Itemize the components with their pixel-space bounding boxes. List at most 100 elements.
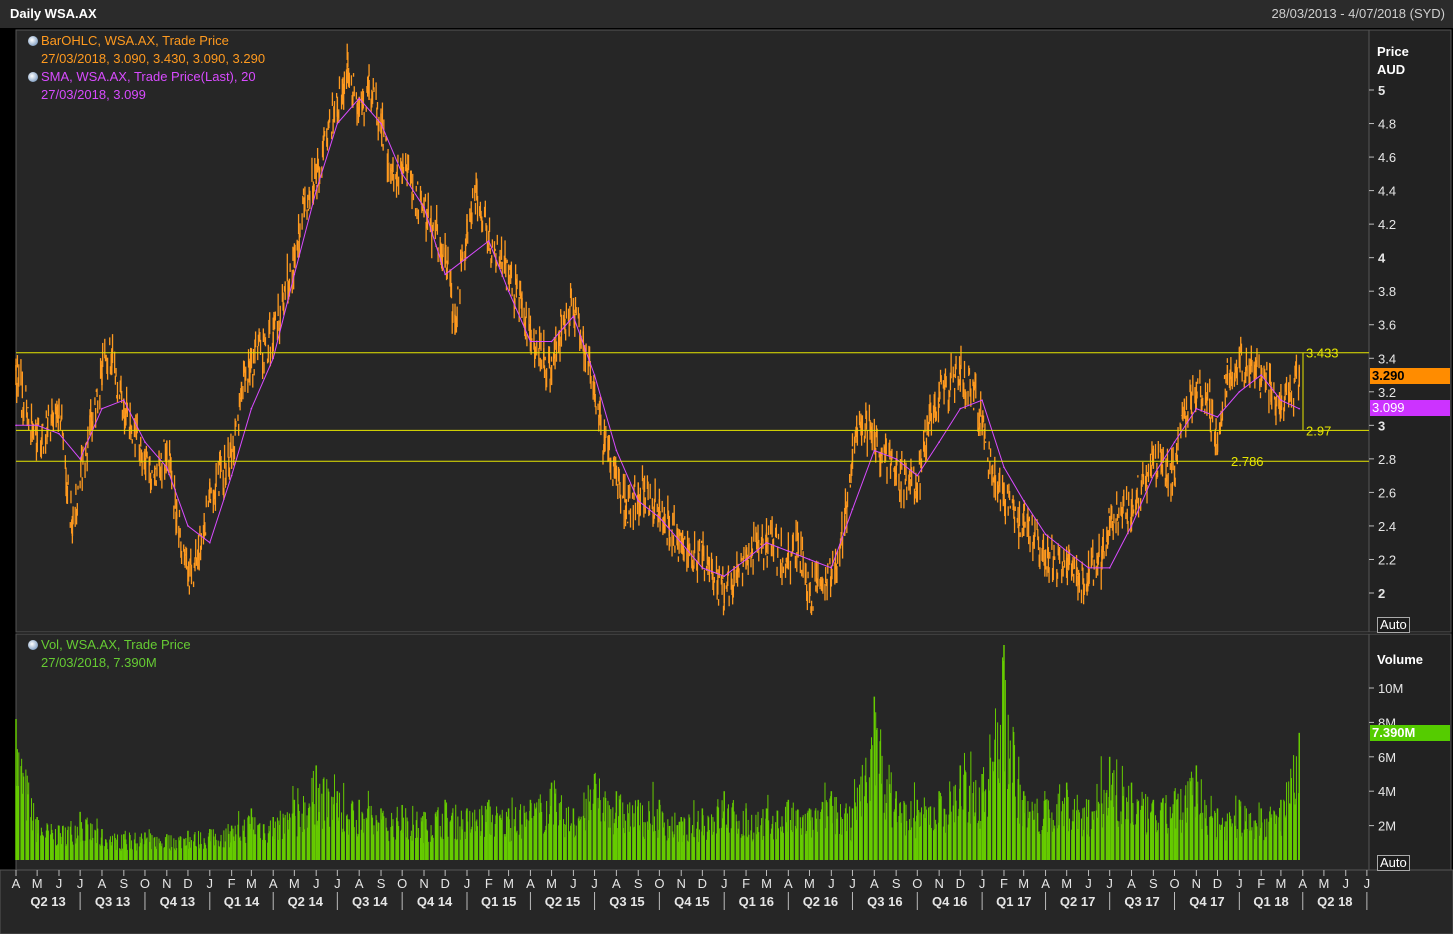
title-bar: Daily WSA.AX 28/03/2013 - 4/07/2018 (SYD… (0, 0, 1453, 29)
price-tick-label: 4.4 (1378, 184, 1396, 199)
sma-point (79, 458, 81, 460)
month-tick-label: J (334, 876, 341, 891)
sma-point (1260, 374, 1262, 376)
price-tick-label: 3.4 (1378, 351, 1396, 366)
month-tick-label: J (828, 876, 835, 891)
sma-point (1280, 399, 1282, 401)
sma-point (723, 575, 726, 578)
sma-point (916, 474, 919, 477)
quarter-tick-label: Q4 17 (1189, 894, 1224, 909)
month-tick-label: N (419, 876, 428, 891)
volume-bars (15, 645, 1300, 860)
month-tick-label: N (677, 876, 686, 891)
month-tick-label: F (485, 876, 493, 891)
month-tick-label: M (804, 876, 815, 891)
price-tick-label: 3.8 (1378, 284, 1396, 299)
volume-axis-title: Volume (1377, 652, 1423, 667)
sma-point (745, 558, 747, 561)
month-tick-label: M (246, 876, 257, 891)
sma-point (615, 449, 618, 452)
month-tick-label: D (956, 876, 965, 891)
sma-point (1065, 550, 1068, 552)
month-tick-label: J (1364, 876, 1371, 891)
quarter-tick-label: Q3 16 (867, 894, 902, 909)
ohlc-legend[interactable]: BarOHLC, WSA.AX, Trade Price 27/03/2018,… (28, 32, 265, 68)
quarter-tick-label: Q1 16 (739, 894, 774, 909)
sma-point (166, 466, 168, 469)
month-tick-label: F (742, 876, 750, 891)
price-axis-title-line2: AUD (1377, 62, 1406, 77)
month-tick-label: O (654, 876, 664, 891)
quarter-tick-label: Q4 16 (932, 894, 967, 909)
month-tick-label: A (870, 876, 879, 891)
legend-toggle-icon[interactable] (28, 640, 38, 650)
sma-point (101, 407, 103, 410)
month-tick-label: F (1000, 876, 1008, 891)
sma-point (572, 315, 575, 318)
quarter-tick-label: Q3 15 (609, 894, 644, 909)
date-range[interactable]: 28/03/2013 - 4/07/2018 (SYD) (1271, 6, 1445, 21)
month-tick-label: A (612, 876, 621, 891)
price-tick-label: 3.6 (1378, 318, 1396, 333)
month-tick-label: A (98, 876, 107, 891)
month-tick-label: A (1298, 876, 1307, 891)
sma-point (1022, 499, 1025, 502)
quarter-tick-label: Q4 14 (417, 894, 453, 909)
quarter-tick-label: Q3 14 (352, 894, 388, 909)
volume-legend-values: 27/03/2018, 7.390M (41, 655, 157, 670)
volume-auto-scale-button[interactable]: Auto (1377, 855, 1410, 871)
sma-point (1195, 407, 1198, 410)
legend-toggle-icon[interactable] (28, 36, 38, 46)
month-tick-label: M (1318, 876, 1329, 891)
legend-toggle-icon[interactable] (28, 72, 38, 82)
month-tick-label: D (183, 876, 192, 891)
sma-point (830, 567, 833, 569)
quarter-tick-label: Q4 15 (674, 894, 709, 909)
month-tick-label: J (1236, 876, 1243, 891)
quarter-tick-label: Q2 14 (288, 894, 324, 909)
month-tick-label: N (1192, 876, 1201, 891)
last-price-badge: 3.290 (1370, 368, 1450, 384)
sma-point (680, 541, 683, 544)
price-tick-label: 2.6 (1378, 485, 1396, 500)
price-panel (15, 29, 1370, 633)
month-tick-label: J (464, 876, 471, 891)
month-tick-label: F (1257, 876, 1265, 891)
month-tick-label: J (591, 876, 598, 891)
volume-axis-area (1368, 633, 1452, 871)
sma-legend[interactable]: SMA, WSA.AX, Trade Price(Last), 20 27/03… (28, 68, 256, 104)
chart-canvas[interactable]: 2 2.2 2.4 2.6 2.8 3 3.2 3.4 3.6 3.8 4 4.2 4.4 4.6 4.8 5… (0, 28, 1453, 934)
month-tick-label: M (761, 876, 772, 891)
volume-tick-label: 2M (1378, 819, 1396, 834)
sma-legend-title: SMA, WSA.AX, Trade Price(Last), 20 (41, 69, 256, 84)
volume-tick-label: 6M (1378, 750, 1396, 765)
volume-tick-label: 4M (1378, 784, 1396, 799)
sma-point (1130, 525, 1133, 527)
quarter-tick-label: Q3 17 (1124, 894, 1159, 909)
sma-point (507, 290, 510, 293)
sma-point (358, 97, 360, 100)
sma-point (123, 399, 125, 401)
sma-point (1216, 416, 1219, 418)
month-tick-label: O (912, 876, 922, 891)
sma-point (1152, 474, 1155, 477)
month-tick-label: N (934, 876, 943, 891)
price-tick-label: 4.2 (1378, 217, 1396, 232)
month-tick-label: J (1342, 876, 1349, 891)
month-tick-label: J (1106, 876, 1113, 891)
volume-legend[interactable]: Vol, WSA.AX, Trade Price 27/03/2018, 7.3… (28, 636, 191, 672)
price-auto-scale-button[interactable]: Auto (1377, 617, 1410, 633)
month-tick-label: F (228, 876, 236, 891)
price-tick-label: 4.8 (1378, 117, 1396, 132)
sma-point (423, 206, 425, 209)
sma-point (187, 525, 189, 527)
price-tick-label: 2 (1378, 586, 1385, 601)
price-axis-title-line1: Price (1377, 44, 1409, 59)
level-label: 3.433 (1306, 346, 1339, 361)
sma-point (658, 516, 661, 519)
month-tick-label: A (1127, 876, 1136, 891)
sma-point (938, 441, 940, 443)
month-tick-label: J (313, 876, 320, 891)
price-axis-area (1368, 29, 1452, 633)
